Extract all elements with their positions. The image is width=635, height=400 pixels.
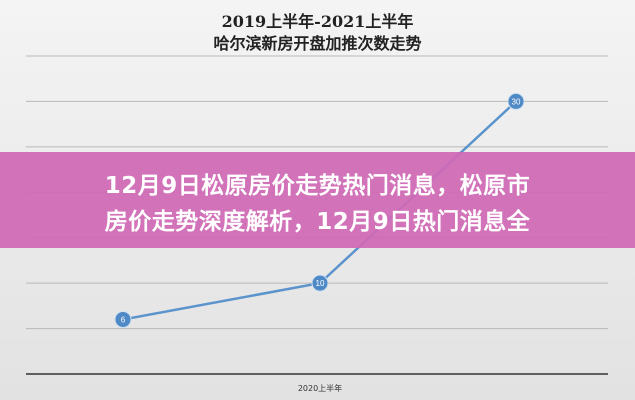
x-tick-label: 2020上半年: [298, 383, 342, 393]
data-point: [311, 274, 329, 292]
data-point: [114, 310, 132, 328]
headline-banner: 12月9日松原房价走势热门消息，松原市 房价走势深度解析，12月9日热门消息全: [0, 152, 635, 248]
headline-line-1: 12月9日松原房价走势热门消息，松原市: [104, 173, 531, 199]
chart-title-line-1: 2019上半年-2021上半年: [221, 12, 414, 31]
data-label: 10: [316, 279, 325, 288]
data-label: 30: [512, 97, 521, 106]
data-label: 6: [121, 315, 126, 324]
chart-title-line-2: 哈尔滨新房开盘加推次数走势: [213, 34, 422, 53]
headline-line-2: 房价走势深度解析，12月9日热门消息全: [104, 209, 531, 235]
data-point: [507, 92, 525, 110]
